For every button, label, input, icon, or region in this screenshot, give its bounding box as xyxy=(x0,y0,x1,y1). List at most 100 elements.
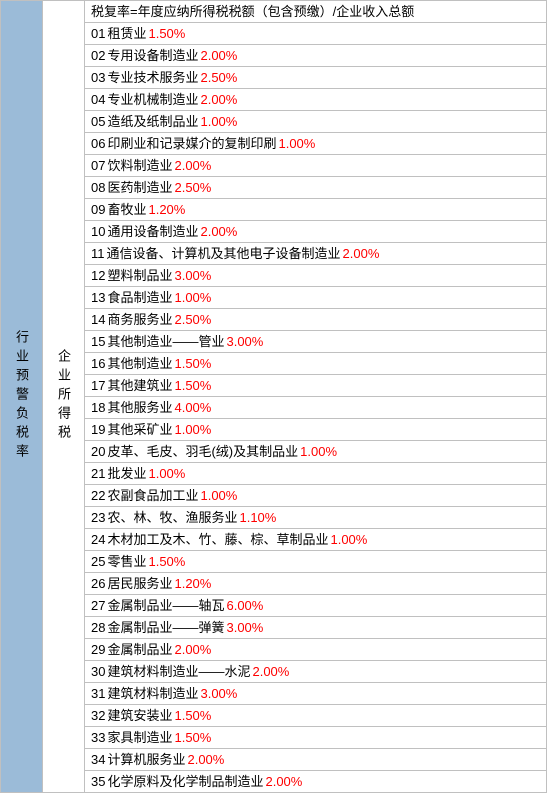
table-row: 05 造纸及纸制品业 1.00% xyxy=(85,111,547,133)
table-row: 29 金属制品业 2.00% xyxy=(85,639,547,661)
table-row: 24 木材加工及木、竹、藤、棕、草制品业 1.00% xyxy=(85,529,547,551)
row-label: 造纸及纸制品业 xyxy=(107,113,198,131)
row-index: 21 xyxy=(91,465,105,483)
row-percent: 3.00% xyxy=(200,685,237,703)
table-row: 22 农副食品加工业 1.00% xyxy=(85,485,547,507)
row-index: 29 xyxy=(91,641,105,659)
table-row: 17 其他建筑业 1.50% xyxy=(85,375,547,397)
row-percent: 1.00% xyxy=(200,113,237,131)
row-percent: 2.00% xyxy=(200,47,237,65)
row-label: 其他制造业——管业 xyxy=(107,333,224,351)
row-percent: 1.20% xyxy=(148,201,185,219)
row-label: 印刷业和记录媒介的复制印刷 xyxy=(107,135,276,153)
row-label: 其他采矿业 xyxy=(107,421,172,439)
row-label: 医药制造业 xyxy=(107,179,172,197)
row-label: 通用设备制造业 xyxy=(107,223,198,241)
row-index: 31 xyxy=(91,685,105,703)
formula-text: 税复率=年度应纳所得税税额（包含预缴）/企业收入总额 xyxy=(91,3,414,21)
tax-rate-table: 行业预警负税率 企业所得税 税复率=年度应纳所得税税额（包含预缴）/企业收入总额… xyxy=(0,0,547,793)
table-row: 02 专用设备制造业 2.00% xyxy=(85,45,547,67)
row-index: 03 xyxy=(91,69,105,87)
row-percent: 2.50% xyxy=(174,311,211,329)
row-index: 01 xyxy=(91,25,105,43)
row-index: 15 xyxy=(91,333,105,351)
table-row: 03 专业技术服务业 2.50% xyxy=(85,67,547,89)
row-percent: 3.00% xyxy=(226,619,263,637)
row-index: 19 xyxy=(91,421,105,439)
sidebar-subcategory-label: 企业所得税 xyxy=(57,349,70,444)
row-label: 商务服务业 xyxy=(107,311,172,329)
row-percent: 1.50% xyxy=(148,25,185,43)
row-index: 25 xyxy=(91,553,105,571)
row-index: 11 xyxy=(91,245,105,263)
row-percent: 1.00% xyxy=(300,443,337,461)
row-percent: 2.00% xyxy=(187,751,224,769)
row-index: 24 xyxy=(91,531,105,549)
row-index: 30 xyxy=(91,663,105,681)
row-label: 租赁业 xyxy=(107,25,146,43)
row-label: 专用设备制造业 xyxy=(107,47,198,65)
row-percent: 2.00% xyxy=(174,157,211,175)
row-percent: 2.00% xyxy=(252,663,289,681)
row-percent: 1.00% xyxy=(148,465,185,483)
table-row: 10 通用设备制造业 2.00% xyxy=(85,221,547,243)
row-label: 居民服务业 xyxy=(107,575,172,593)
row-index: 09 xyxy=(91,201,105,219)
table-row: 34 计算机服务业 2.00% xyxy=(85,749,547,771)
sidebar-subcategory: 企业所得税 xyxy=(43,1,85,793)
row-index: 14 xyxy=(91,311,105,329)
table-row: 13 食品制造业 1.00% xyxy=(85,287,547,309)
row-index: 06 xyxy=(91,135,105,153)
row-percent: 1.00% xyxy=(200,487,237,505)
row-label: 食品制造业 xyxy=(107,289,172,307)
row-index: 04 xyxy=(91,91,105,109)
row-index: 23 xyxy=(91,509,105,527)
table-row: 19 其他采矿业 1.00% xyxy=(85,419,547,441)
row-label: 皮革、毛皮、羽毛(绒)及其制品业 xyxy=(107,443,298,461)
data-column: 税复率=年度应纳所得税税额（包含预缴）/企业收入总额 01 租赁业 1.50% 0… xyxy=(85,1,547,793)
row-percent: 1.00% xyxy=(174,421,211,439)
row-index: 08 xyxy=(91,179,105,197)
table-row: 32 建筑安装业 1.50% xyxy=(85,705,547,727)
table-row: 12 塑料制品业 3.00% xyxy=(85,265,547,287)
row-percent: 1.50% xyxy=(174,355,211,373)
row-index: 28 xyxy=(91,619,105,637)
table-row: 20 皮革、毛皮、羽毛(绒)及其制品业 1.00% xyxy=(85,441,547,463)
row-label: 农、林、牧、渔服务业 xyxy=(107,509,237,527)
row-label: 建筑材料制造业 xyxy=(107,685,198,703)
row-label: 通信设备、计算机及其他电子设备制造业 xyxy=(107,245,341,263)
row-percent: 1.50% xyxy=(174,707,211,725)
row-percent: 2.00% xyxy=(200,223,237,241)
formula-header: 税复率=年度应纳所得税税额（包含预缴）/企业收入总额 xyxy=(85,1,547,23)
table-row: 25 零售业 1.50% xyxy=(85,551,547,573)
row-index: 10 xyxy=(91,223,105,241)
row-label: 专业技术服务业 xyxy=(107,69,198,87)
row-label: 家具制造业 xyxy=(107,729,172,747)
row-percent: 3.00% xyxy=(226,333,263,351)
row-percent: 1.20% xyxy=(174,575,211,593)
table-row: 07 饮料制造业 2.00% xyxy=(85,155,547,177)
row-label: 其他制造业 xyxy=(107,355,172,373)
row-label: 专业机械制造业 xyxy=(107,91,198,109)
row-label: 金属制品业——轴瓦 xyxy=(107,597,224,615)
table-row: 16 其他制造业 1.50% xyxy=(85,353,547,375)
row-index: 16 xyxy=(91,355,105,373)
row-label: 批发业 xyxy=(107,465,146,483)
row-label: 农副食品加工业 xyxy=(107,487,198,505)
row-percent: 2.50% xyxy=(200,69,237,87)
table-row: 06 印刷业和记录媒介的复制印刷 1.00% xyxy=(85,133,547,155)
table-row: 31 建筑材料制造业 3.00% xyxy=(85,683,547,705)
row-percent: 1.00% xyxy=(278,135,315,153)
row-label: 零售业 xyxy=(107,553,146,571)
row-index: 07 xyxy=(91,157,105,175)
table-row: 21 批发业 1.00% xyxy=(85,463,547,485)
row-index: 17 xyxy=(91,377,105,395)
row-percent: 2.00% xyxy=(265,773,302,791)
row-label: 畜牧业 xyxy=(107,201,146,219)
row-percent: 1.00% xyxy=(330,531,367,549)
row-percent: 1.50% xyxy=(174,729,211,747)
row-label: 金属制品业——弹簧 xyxy=(107,619,224,637)
row-label: 建筑安装业 xyxy=(107,707,172,725)
row-percent: 2.00% xyxy=(200,91,237,109)
table-row: 15 其他制造业——管业 3.00% xyxy=(85,331,547,353)
